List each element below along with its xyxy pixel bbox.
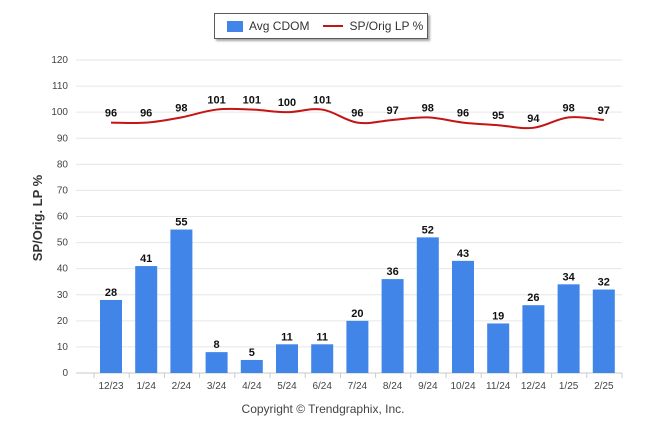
- y-tick-label: 80: [57, 159, 69, 170]
- y-tick-label: 60: [57, 212, 69, 223]
- bar-data-label: 41: [140, 253, 152, 265]
- bar-data-label: 28: [105, 287, 117, 299]
- y-tick-label: 0: [62, 368, 68, 379]
- line-data-label: 101: [207, 95, 225, 107]
- y-tick-label: 90: [57, 133, 69, 144]
- bar-data-label: 52: [422, 224, 434, 236]
- line-data-label: 98: [562, 102, 574, 114]
- bar-data-label: 19: [492, 310, 504, 322]
- bar: [522, 305, 545, 373]
- line-data-label: 97: [598, 105, 610, 117]
- bar: [487, 323, 510, 373]
- line-data-label: 101: [243, 95, 261, 107]
- y-tick-label: 110: [52, 81, 68, 92]
- line-data-label: 100: [278, 97, 296, 109]
- bar: [205, 352, 228, 373]
- bar-data-label: 32: [598, 277, 610, 289]
- x-tick-label: 6/24: [312, 381, 332, 392]
- x-tick-label: 4/24: [242, 381, 262, 392]
- x-tick-label: 1/24: [136, 381, 156, 392]
- bar: [557, 284, 580, 373]
- bar-data-label: 8: [214, 339, 220, 351]
- line-data-label: 96: [457, 108, 469, 120]
- y-tick-label: 120: [51, 55, 68, 66]
- bar-data-label: 43: [457, 248, 469, 260]
- x-tick-label: 9/24: [418, 381, 438, 392]
- bar: [346, 320, 369, 373]
- bar: [135, 266, 158, 373]
- y-tick-labels: 0 10 20 30 40 50 60 70 80 90 100 110 120: [51, 55, 68, 379]
- y-tick-label: 40: [57, 264, 69, 275]
- legend-line-label: SP/Orig LP %: [349, 19, 424, 33]
- x-tick-label: 12/24: [521, 381, 546, 392]
- line-swatch-icon: [323, 25, 344, 27]
- y-axis-label: SP/Orig. LP %: [30, 174, 45, 261]
- bar-series: 28 41 55 8 5 11 11 20 36 52 43 19 26 34 32: [100, 217, 615, 373]
- bar-data-label: 26: [527, 292, 539, 304]
- line-data-label: 95: [492, 110, 504, 122]
- line-path: [110, 107, 604, 130]
- legend: Avg CDOM SP/Orig LP %: [214, 13, 428, 39]
- line-data-label: 96: [105, 108, 117, 120]
- x-tick-label: 1/25: [559, 381, 579, 392]
- y-tick-label: 50: [57, 238, 69, 249]
- bar-data-label: 36: [386, 266, 398, 278]
- line-data-label: 94: [527, 113, 540, 125]
- x-tick-label: 3/24: [207, 381, 227, 392]
- bar: [416, 237, 439, 373]
- line-data-label: 98: [175, 102, 187, 114]
- bar-data-label: 11: [316, 331, 328, 343]
- x-tick-label: 12/23: [98, 381, 123, 392]
- bar-data-label: 5: [249, 347, 255, 359]
- line-data-label: 98: [422, 102, 434, 114]
- y-tick-label: 20: [57, 316, 69, 327]
- x-tick-label: 7/24: [348, 381, 368, 392]
- x-tick-label: 2/25: [594, 381, 614, 392]
- bar-data-label: 34: [562, 271, 575, 283]
- y-tick-label: 30: [57, 290, 69, 301]
- y-tick-label: 70: [57, 185, 69, 196]
- bar: [592, 289, 615, 373]
- x-tick-label: 11/24: [486, 381, 511, 392]
- gridlines: [76, 59, 622, 374]
- bar-data-label: 11: [281, 331, 293, 343]
- x-tick-label: 5/24: [277, 381, 297, 392]
- bar: [276, 344, 298, 373]
- x-tick-label: 2/24: [172, 381, 192, 392]
- x-tick-label: 8/24: [383, 381, 403, 392]
- bar: [170, 229, 193, 373]
- legend-item-line[interactable]: SP/Orig LP %: [309, 19, 423, 33]
- line-data-label: 96: [351, 108, 363, 120]
- legend-bar-label: Avg CDOM: [249, 19, 310, 33]
- legend-item-bars[interactable]: Avg CDOM: [215, 19, 309, 33]
- bar-data-label: 55: [175, 217, 187, 229]
- line-data-label: 96: [140, 108, 152, 120]
- y-tick-label: 10: [57, 342, 69, 353]
- bar: [381, 279, 404, 373]
- bar: [452, 260, 474, 373]
- x-tick-label: 10/24: [450, 381, 475, 392]
- line-data-label: 97: [386, 105, 398, 117]
- bar: [100, 299, 122, 373]
- line-series: 96 96 98 101 101 100 101 96 97 98 96 95 94 98 97: [105, 95, 610, 130]
- line-data-label: 101: [313, 95, 331, 107]
- copyright-text: Copyright © Trendgraphix, Inc.: [241, 402, 405, 416]
- bar-data-label: 20: [351, 308, 363, 320]
- bar: [311, 344, 334, 373]
- bar-swatch-icon: [227, 20, 243, 32]
- bar: [240, 359, 263, 373]
- x-tick-labels: 12/23 1/24 2/24 3/24 4/24 5/24 6/24 7/24 8/24 9/2…: [93, 373, 623, 392]
- y-tick-label: 100: [51, 107, 68, 118]
